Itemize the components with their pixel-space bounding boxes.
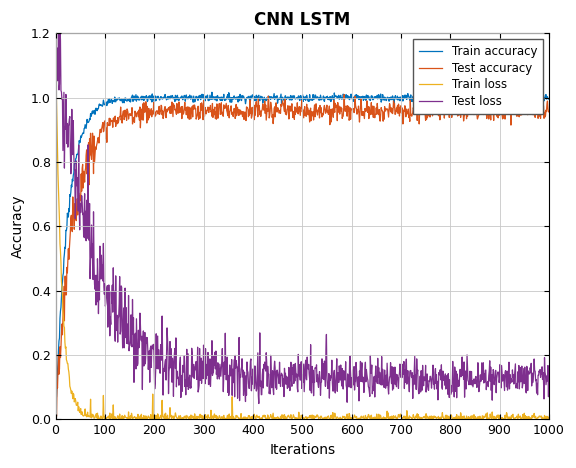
- Test accuracy: [341, 92, 348, 97]
- Y-axis label: Accuracy: Accuracy: [11, 195, 25, 258]
- Test loss: [103, 285, 110, 291]
- Train loss: [446, 416, 453, 422]
- Train loss: [252, 416, 259, 422]
- Train accuracy: [252, 98, 259, 104]
- Line: Train loss: Train loss: [56, 79, 549, 419]
- Train accuracy: [52, 397, 59, 403]
- Test loss: [447, 380, 454, 385]
- Title: CNN LSTM: CNN LSTM: [254, 11, 350, 29]
- Test loss: [56, 24, 63, 30]
- Train accuracy: [437, 95, 444, 101]
- Test accuracy: [53, 414, 60, 419]
- Test accuracy: [103, 139, 110, 145]
- Train accuracy: [270, 94, 277, 99]
- Test loss: [438, 362, 445, 368]
- Train loss: [454, 417, 461, 422]
- Line: Test loss: Test loss: [56, 27, 549, 403]
- Line: Train accuracy: Train accuracy: [56, 92, 549, 400]
- Train accuracy: [446, 96, 453, 102]
- Test loss: [392, 382, 399, 388]
- Test accuracy: [252, 100, 259, 106]
- Line: Test accuracy: Test accuracy: [56, 95, 549, 417]
- Train loss: [52, 76, 59, 81]
- Train accuracy: [545, 96, 552, 102]
- Train accuracy: [392, 94, 399, 99]
- Train loss: [391, 415, 398, 421]
- Train loss: [103, 416, 110, 422]
- Test loss: [52, 37, 59, 43]
- Test accuracy: [392, 111, 399, 117]
- Test accuracy: [447, 106, 454, 112]
- Test loss: [252, 383, 259, 388]
- Test accuracy: [270, 115, 277, 121]
- Test loss: [271, 366, 278, 371]
- Train accuracy: [103, 99, 110, 105]
- Train loss: [437, 414, 444, 420]
- Legend: Train accuracy, Test accuracy, Train loss, Test loss: Train accuracy, Test accuracy, Train los…: [412, 39, 543, 114]
- Train loss: [270, 410, 276, 416]
- Test loss: [545, 366, 552, 372]
- Test loss: [255, 401, 262, 406]
- Train loss: [545, 416, 552, 422]
- Test accuracy: [545, 109, 552, 115]
- Test accuracy: [52, 401, 59, 406]
- X-axis label: Iterations: Iterations: [269, 443, 335, 457]
- Test accuracy: [438, 108, 445, 114]
- Train accuracy: [209, 89, 215, 95]
